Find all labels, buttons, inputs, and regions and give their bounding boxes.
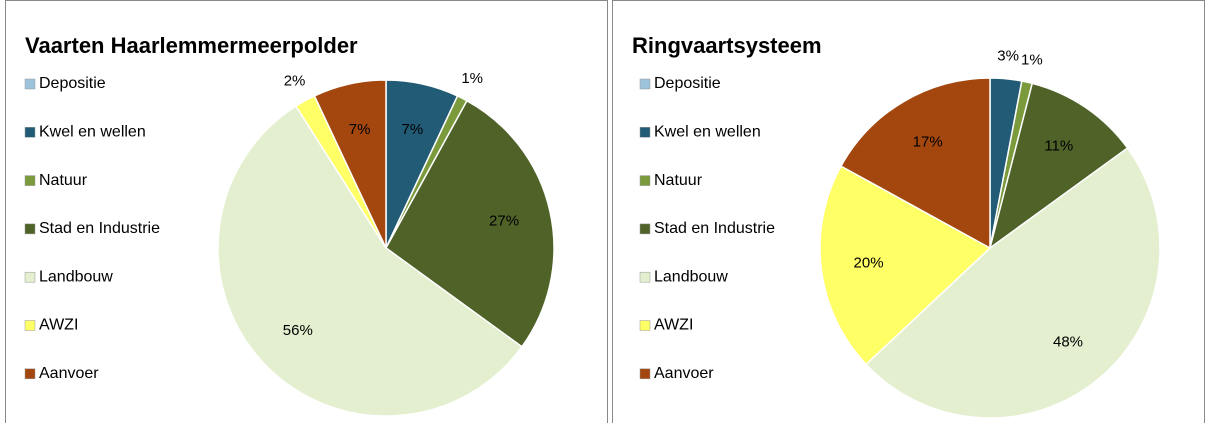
- data-label: 7%: [402, 121, 424, 138]
- data-label: 48%: [1053, 333, 1083, 350]
- legend-swatch: [639, 271, 651, 283]
- legend-swatch: [639, 127, 651, 138]
- legend-swatch: [24, 320, 36, 331]
- pie-slice: [865, 147, 1161, 419]
- data-label: 27%: [489, 213, 519, 230]
- pie-slice: [313, 79, 387, 249]
- legend-label: AWZI: [39, 317, 78, 334]
- legend-label: Depositie: [654, 75, 721, 92]
- legend-swatch: [639, 78, 651, 90]
- legend-label: Depositie: [39, 75, 106, 92]
- legend-label: Stad en Industrie: [654, 220, 775, 237]
- pie-slice: [385, 99, 555, 348]
- data-label: 2%: [284, 73, 306, 90]
- data-label: 56%: [283, 322, 313, 339]
- legend-swatch: [24, 271, 36, 283]
- data-label: 3%: [997, 48, 1019, 65]
- data-label: 1%: [1021, 51, 1043, 68]
- data-label: 1%: [461, 70, 483, 87]
- legend-swatch: [639, 223, 651, 235]
- pie-slice: [988, 82, 1129, 250]
- legend-label: Landbouw: [39, 268, 113, 285]
- legend-swatch: [639, 175, 651, 186]
- legend-swatch: [24, 78, 36, 90]
- legend-swatch: [24, 175, 36, 186]
- legend-swatch: [24, 127, 36, 138]
- legend-label: Aanvoer: [654, 365, 714, 382]
- legend-swatch: [24, 223, 36, 235]
- chart-title: Ringvaartsysteem: [632, 33, 822, 58]
- legend-label: Aanvoer: [39, 365, 99, 382]
- pie-slice: [819, 165, 992, 366]
- legend-swatch: [639, 320, 651, 331]
- legend-label: Landbouw: [654, 268, 728, 285]
- pie-slice: [840, 77, 991, 250]
- legend-swatch: [24, 368, 36, 380]
- data-label: 7%: [349, 121, 371, 138]
- data-label: 17%: [913, 134, 943, 151]
- data-label: 20%: [854, 254, 884, 271]
- legend-label: Kwel en wellen: [654, 124, 761, 141]
- legend-label: Stad en Industrie: [39, 220, 160, 237]
- legend-label: Natuur: [39, 172, 88, 189]
- chart-title: Vaarten Haarlemmermeerpolder: [25, 33, 358, 58]
- legend-label: Kwel en wellen: [39, 124, 146, 141]
- legend-swatch: [639, 368, 651, 380]
- legend-label: Natuur: [654, 172, 703, 189]
- pie-slice: [217, 105, 523, 417]
- legend-label: AWZI: [654, 317, 693, 334]
- data-label: 11%: [1044, 138, 1073, 155]
